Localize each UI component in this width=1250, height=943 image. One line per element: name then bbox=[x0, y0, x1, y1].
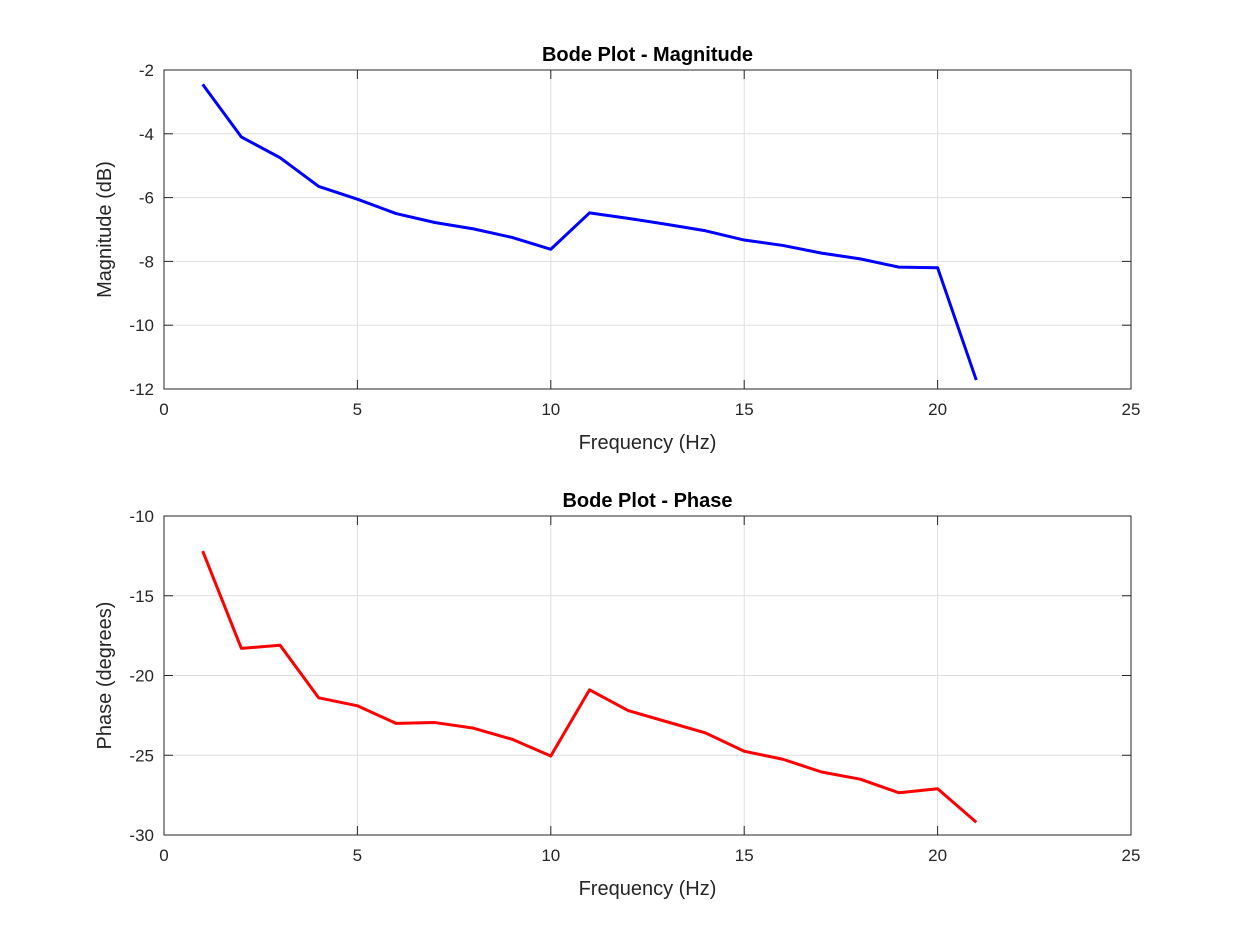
phase-y-tick-label: -25 bbox=[129, 746, 154, 765]
magnitude-y-axis-label: Magnitude (dB) bbox=[94, 161, 116, 298]
phase-x-axis-label: Frequency (Hz) bbox=[579, 878, 717, 900]
magnitude-x-tick-label: 10 bbox=[541, 400, 560, 419]
phase-y-tick-label: -30 bbox=[129, 826, 154, 845]
magnitude-y-tick-label: -4 bbox=[139, 125, 154, 144]
magnitude-x-tick-label: 20 bbox=[928, 400, 947, 419]
phase-axes: 0 5 10 15 20 25 -30 -25 -20 -15 -10 Bode Plot - Pha… bbox=[94, 490, 1140, 900]
magnitude-y-tick-label: -2 bbox=[139, 61, 154, 80]
magnitude-x-tick-label: 0 bbox=[159, 400, 168, 419]
magnitude-x-tick-label: 25 bbox=[1122, 400, 1141, 419]
phase-y-tick-label: -20 bbox=[129, 667, 154, 686]
phase-x-tick-label: 15 bbox=[735, 846, 754, 865]
magnitude-y-tick-label: -10 bbox=[129, 316, 154, 335]
phase-y-tick-label: -15 bbox=[129, 587, 154, 606]
phase-y-tick-label: -10 bbox=[129, 507, 154, 526]
phase-y-axis-label: Phase (degrees) bbox=[94, 602, 116, 750]
phase-x-tick-label: 5 bbox=[353, 846, 362, 865]
phase-series-line bbox=[201, 550, 978, 824]
magnitude-x-axis-label: Frequency (Hz) bbox=[579, 432, 717, 454]
phase-x-tick-label: 0 bbox=[159, 846, 168, 865]
magnitude-x-tick-label: 5 bbox=[353, 400, 362, 419]
magnitude-axes: 0 5 10 15 20 25 -12 -10 -8 -6 -4 -2 Bode Plot - Magn… bbox=[94, 44, 1140, 454]
magnitude-series-line bbox=[201, 83, 978, 381]
magnitude-plot-area bbox=[164, 70, 1131, 389]
phase-x-tick-label: 10 bbox=[541, 846, 560, 865]
phase-chart-title: Bode Plot - Phase bbox=[562, 490, 732, 512]
magnitude-axes-frame bbox=[163, 69, 1132, 390]
magnitude-chart-title: Bode Plot - Magnitude bbox=[542, 44, 753, 66]
phase-x-tick-label: 25 bbox=[1122, 846, 1141, 865]
magnitude-x-tick-label: 15 bbox=[735, 400, 754, 419]
magnitude-y-tick-label: -8 bbox=[139, 252, 154, 271]
magnitude-y-tick-label: -12 bbox=[129, 380, 154, 399]
magnitude-y-tick-label: -6 bbox=[139, 189, 154, 208]
phase-x-tick-label: 20 bbox=[928, 846, 947, 865]
